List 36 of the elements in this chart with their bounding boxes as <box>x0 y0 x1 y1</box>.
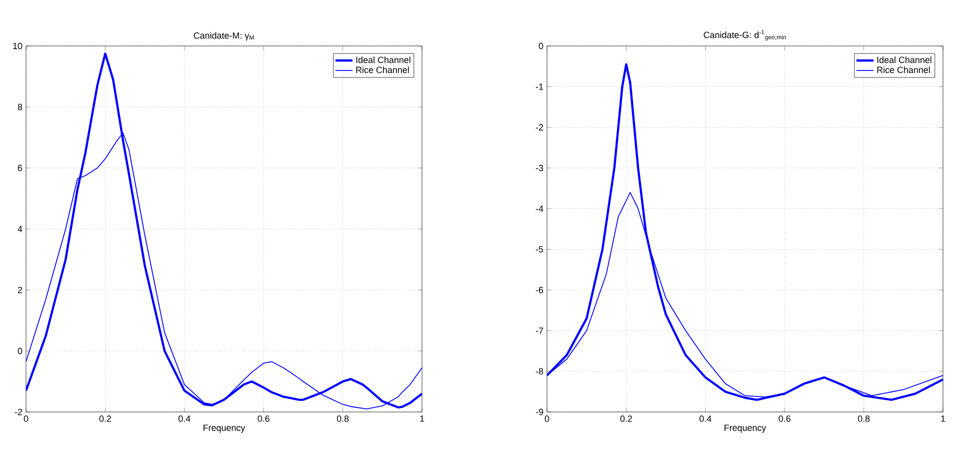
y-tick-label: -2 <box>536 124 544 130</box>
x-tick-label: 0.8 <box>336 416 349 422</box>
y-tick-label: -6 <box>536 286 544 294</box>
y-tick-label: 10 <box>13 42 22 50</box>
y-tick-label: 4 <box>18 226 22 232</box>
x-axis-title: Frequency <box>204 424 246 433</box>
y-tick-label: -8 <box>536 368 544 374</box>
y-tick-label: -1 <box>536 84 544 90</box>
legend-label: Rice Channel <box>877 66 930 74</box>
legend-label: Rice Channel <box>356 66 409 74</box>
x-tick-label: 0.2 <box>99 416 111 422</box>
x-tick-label: 0.2 <box>620 416 632 422</box>
x-tick-label: 0.4 <box>700 416 712 422</box>
y-tick-label: 2 <box>18 286 22 294</box>
legend-label: Ideal Channel <box>356 56 410 64</box>
x-tick-label: 0.6 <box>778 416 790 422</box>
y-tick-label: 0 <box>538 42 544 50</box>
chart-title: Canidate-M: γ$_{M}$ <box>194 32 254 40</box>
x-tick-label: 1 <box>420 416 424 422</box>
y-tick-label: 6 <box>18 164 22 172</box>
y-tick-label: -2 <box>14 408 22 416</box>
x-tick-label: 0.8 <box>858 416 870 422</box>
legend-label: Ideal Channel <box>877 56 932 64</box>
y-tick-label: -5 <box>536 246 544 252</box>
x-tick-label: 0 <box>544 416 550 422</box>
y-tick-label: -4 <box>536 206 544 212</box>
y-tick-label: -9 <box>536 408 544 416</box>
y-tick-label: 8 <box>18 104 22 110</box>
y-tick-label: -3 <box>536 164 544 172</box>
x-tick-label: 0.4 <box>178 416 190 422</box>
x-tick-label: 0 <box>24 416 28 422</box>
x-axis-title: Frequency <box>724 424 766 433</box>
x-tick-label: 1 <box>941 416 946 422</box>
y-tick-label: -7 <box>536 328 544 334</box>
y-tick-label: 0 <box>18 348 22 354</box>
x-tick-label: 0.6 <box>258 416 270 422</box>
